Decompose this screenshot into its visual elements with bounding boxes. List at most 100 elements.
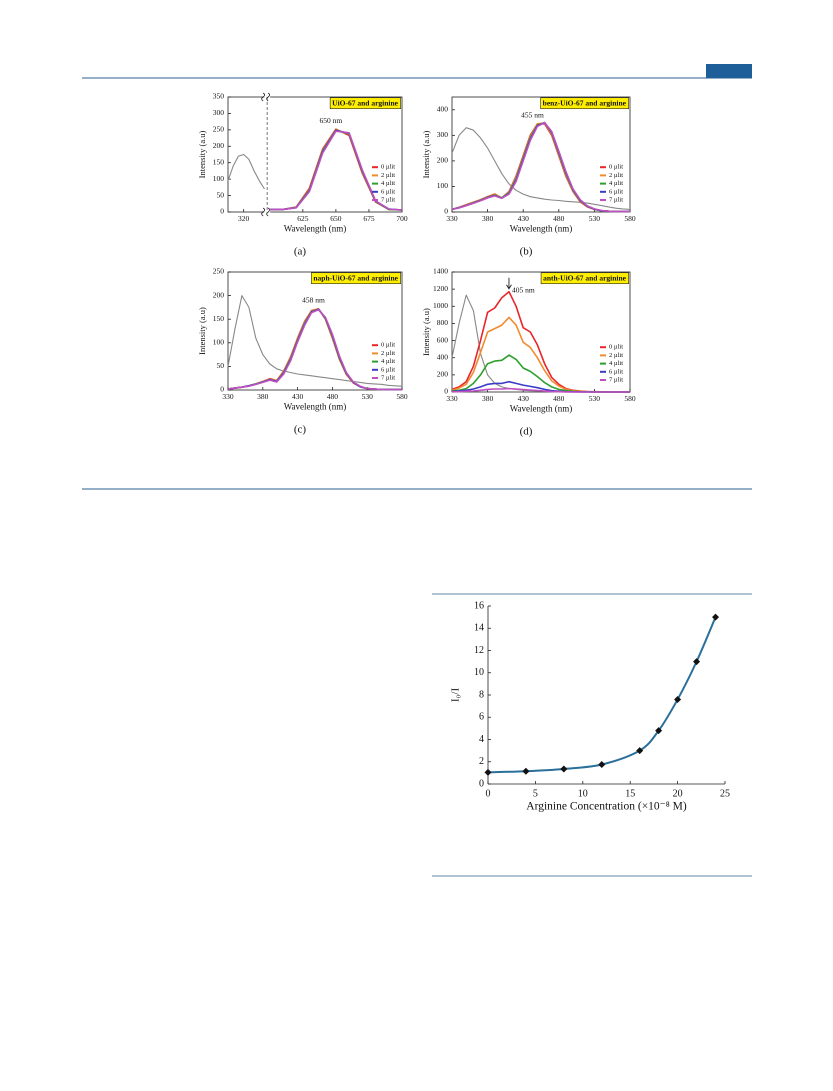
y-tick-label: 1400: [433, 267, 448, 276]
legend-label: 6 µlit: [381, 366, 395, 373]
x-tick-label: 650: [330, 214, 342, 223]
x-tick-label: 20: [673, 788, 683, 799]
title-box: [540, 272, 629, 285]
x-axis-label: Wavelength (nm): [510, 403, 573, 413]
legend-label: 0 µlit: [381, 342, 395, 349]
plot-frame: [451, 96, 631, 213]
panel-caption: (b): [520, 246, 533, 258]
legend-label: 2 µlit: [609, 172, 623, 179]
y-tick-label: 0: [444, 207, 448, 216]
panel-caption: (c): [294, 424, 307, 436]
panel-caption: (d): [520, 426, 533, 438]
series-line: [451, 387, 630, 393]
y-tick-label: 12: [474, 645, 484, 656]
x-tick-label: 530: [362, 392, 374, 401]
chart: 0 50 100 150 200 250 300 350 320 625 650 675 700 Wave…: [197, 92, 408, 258]
peak-annotation: 455 nm: [521, 111, 544, 120]
x-tick-label: 330: [446, 394, 458, 403]
peak-arrow: [506, 277, 512, 290]
y-tick-label: 1000: [433, 301, 448, 310]
y-tick-label: 250: [213, 267, 225, 276]
legend-label: 4 µlit: [609, 360, 623, 367]
data-point: [712, 613, 720, 621]
x-tick-label: 625: [297, 214, 309, 223]
y-tick-label: 8: [479, 689, 484, 700]
legend-label: 4 µlit: [609, 180, 623, 187]
x-tick-label: 320: [238, 214, 250, 223]
y-axis-label: Intensity (a.u): [197, 307, 207, 355]
x-tick-label: 580: [624, 394, 636, 403]
x-tick-label: 480: [553, 394, 565, 403]
legend-label: 7 µlit: [381, 374, 395, 381]
chart: 0 100 200 300 400 330 380 430 480 530 580 Wavelengt…: [421, 96, 636, 258]
y-tick-label: 200: [213, 141, 225, 150]
y-tick-label: 0: [479, 778, 484, 789]
legend-label: 7 µlit: [609, 196, 623, 203]
x-tick-label: 430: [518, 394, 530, 403]
data-point: [598, 761, 606, 769]
x-tick-label: 580: [624, 214, 636, 223]
legend-label: 2 µlit: [381, 172, 395, 179]
data-point: [636, 747, 644, 755]
x-tick-label: 700: [396, 214, 408, 223]
x-tick-label: 380: [482, 394, 494, 403]
x-tick-label: 5: [533, 788, 538, 799]
plot-frame: [227, 271, 403, 391]
y-tick-label: 250: [213, 125, 225, 134]
x-tick-label: 380: [482, 214, 494, 223]
fit-line: [487, 616, 717, 774]
series-line: [269, 130, 403, 211]
y-tick-label: 0: [220, 207, 224, 216]
y-tick-label: 100: [213, 174, 225, 183]
y-tick-label: 150: [213, 157, 225, 166]
y-tick-label: 0: [444, 387, 448, 396]
x-axis-label: Wavelength (nm): [284, 401, 347, 411]
x-tick-label: 480: [327, 392, 339, 401]
peak-annotation: 458 nm: [302, 296, 325, 305]
x-tick-label: 530: [589, 394, 601, 403]
legend-label: 0 µlit: [381, 164, 395, 171]
y-tick-label: 0: [220, 385, 224, 394]
y-tick-label: 600: [437, 335, 449, 344]
plot-frame: [451, 271, 631, 393]
x-tick-label: 480: [553, 214, 565, 223]
x-tick-label: 0: [486, 788, 491, 799]
y-axis-label: I₀/I: [450, 688, 462, 703]
x-tick-label: 530: [589, 214, 601, 223]
y-axis-label: Intensity (a.u): [421, 308, 431, 356]
legend-label: 7 µlit: [381, 196, 395, 203]
y-tick-label: 300: [437, 130, 449, 139]
y-tick-label: 14: [474, 623, 484, 634]
legend-label: 0 µlit: [609, 164, 623, 171]
chart: 0 50 100 150 200 250 330 380 430 480 530 580 Wavelen…: [197, 267, 408, 436]
legend-label: 0 µlit: [609, 344, 623, 351]
x-tick-label: 430: [292, 392, 304, 401]
y-axis-label: Intensity (a.u): [197, 130, 207, 178]
x-axis-label: Wavelength (nm): [284, 223, 347, 233]
peak-annotation: 405 nm: [512, 285, 535, 294]
header-tab: [706, 64, 752, 78]
legend-label: 4 µlit: [381, 180, 395, 187]
plot-frame: [227, 96, 403, 213]
legend-label: 6 µlit: [609, 188, 623, 195]
title-box: [311, 272, 401, 285]
y-tick-label: 4: [479, 734, 484, 745]
y-tick-label: 50: [217, 190, 225, 199]
title-box: [329, 97, 401, 110]
chart: 0 200 400 600 800 1000 1200 1400 330 380 430 480 530…: [421, 267, 636, 438]
y-tick-label: 6: [479, 712, 484, 723]
data-point: [693, 658, 701, 666]
y-tick-label: 200: [437, 370, 449, 379]
x-tick-label: 380: [257, 392, 269, 401]
x-axis-label: Arginine Concentration (×10⁻⁸ M): [526, 801, 687, 813]
x-tick-label: 15: [625, 788, 635, 799]
legend-label: 6 µlit: [609, 368, 623, 375]
y-tick-label: 800: [437, 318, 449, 327]
chart-title: naph-UiO-67 and arginine: [313, 274, 398, 283]
data-point: [560, 765, 568, 773]
x-axis-label: Wavelength (nm): [510, 223, 573, 233]
data-point: [522, 767, 530, 775]
x-tick-label: 330: [446, 214, 458, 223]
y-tick-label: 100: [437, 181, 449, 190]
